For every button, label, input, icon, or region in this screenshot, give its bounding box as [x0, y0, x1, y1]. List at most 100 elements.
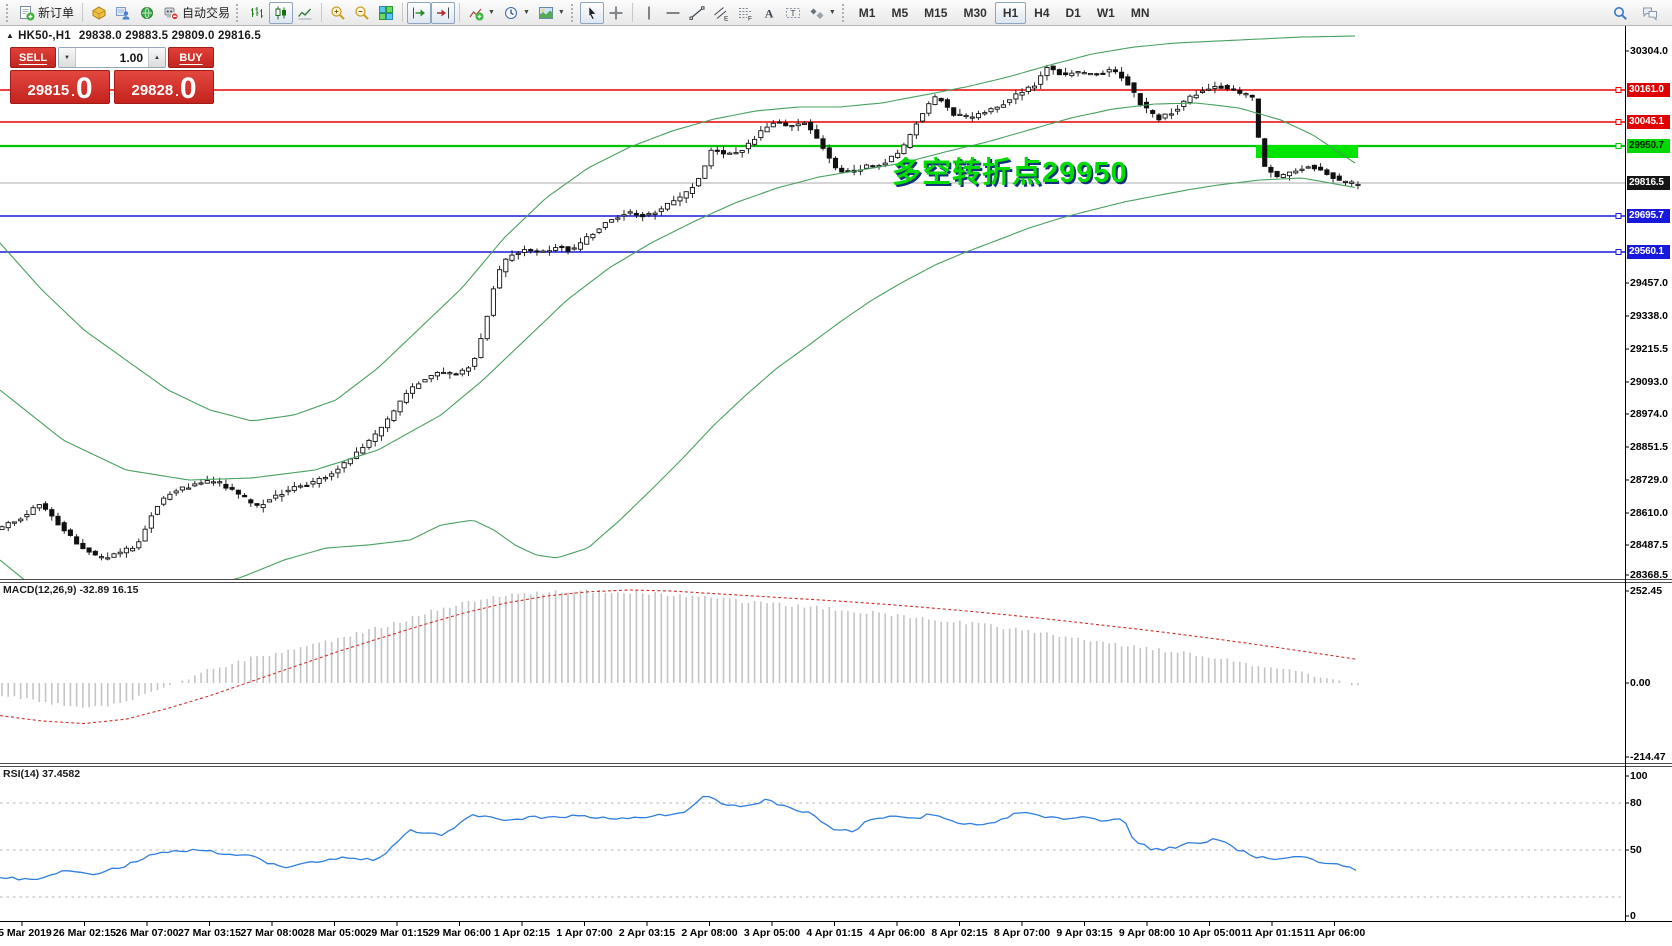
- line-handle[interactable]: [1615, 119, 1622, 125]
- price-axis-tick[interactable]: 30304.0: [1630, 45, 1668, 57]
- rsi-axis-tick[interactable]: 100: [1630, 770, 1648, 782]
- price-tag-29695.7[interactable]: 29695.7: [1627, 209, 1670, 223]
- time-axis-label[interactable]: 26 Mar 02:15: [52, 927, 117, 939]
- time-axis-label[interactable]: 28 Mar 05:00: [302, 927, 367, 939]
- price-axis-tick[interactable]: 29215.5: [1630, 343, 1668, 355]
- price-tag-30161.0[interactable]: 30161.0: [1627, 83, 1670, 97]
- line-handle[interactable]: [1615, 213, 1622, 219]
- price-axis-tick[interactable]: 29093.0: [1630, 376, 1668, 388]
- toolbar-grip[interactable]: [6, 3, 11, 22]
- buy-price-button[interactable]: 29828. 0: [114, 70, 214, 104]
- chat-button[interactable]: [1638, 2, 1662, 24]
- price-axis-tick[interactable]: 28974.0: [1630, 408, 1668, 420]
- time-axis-label[interactable]: 25 Mar 2019: [0, 927, 52, 939]
- rsi-axis-tick[interactable]: 80: [1630, 797, 1642, 809]
- tf-m15-button[interactable]: M15: [916, 2, 955, 24]
- crosshair-button[interactable]: [604, 2, 628, 24]
- price-tag-29816.5[interactable]: 29816.5: [1627, 176, 1670, 190]
- tf-m30-button[interactable]: M30: [955, 2, 994, 24]
- fibonacci-retracement-button[interactable]: F: [733, 2, 757, 24]
- time-axis-label[interactable]: 2 Apr 08:00: [681, 927, 738, 939]
- line-handle[interactable]: [1615, 87, 1622, 93]
- time-axis-label[interactable]: 4 Apr 06:00: [868, 927, 926, 939]
- time-axis-label[interactable]: 29 Mar 06:00: [427, 927, 492, 939]
- rsi-axis-tick[interactable]: 0: [1630, 910, 1636, 922]
- price-axis-tick[interactable]: 29457.0: [1630, 277, 1668, 289]
- toolbar-grip[interactable]: [236, 3, 241, 22]
- toolbar-grip[interactable]: [570, 3, 576, 22]
- zoom-out-button[interactable]: [350, 2, 374, 24]
- price-axis-tick[interactable]: 28610.0: [1630, 507, 1668, 519]
- tf-h1-button[interactable]: H1: [994, 1, 1027, 24]
- time-axis-label[interactable]: 8 Apr 02:15: [931, 927, 988, 939]
- collapse-arrow-icon[interactable]: ▲: [6, 31, 15, 40]
- volume-decrease-button[interactable]: ▼: [59, 48, 76, 67]
- time-axis-label[interactable]: 1 Apr 02:15: [493, 927, 551, 939]
- time-axis-label[interactable]: 9 Apr 08:00: [1118, 927, 1176, 939]
- market-watch-button[interactable]: [87, 2, 111, 24]
- search-button[interactable]: [1608, 2, 1632, 24]
- navigator-button[interactable]: [111, 2, 135, 24]
- time-axis-label[interactable]: 27 Mar 03:15: [177, 927, 242, 939]
- vertical-line-button[interactable]: [637, 2, 661, 24]
- time-axis-label[interactable]: 27 Mar 08:00: [240, 927, 304, 939]
- chart-bars-button[interactable]: [245, 2, 269, 24]
- rsi-pane[interactable]: [0, 795, 1625, 898]
- price-axis-tick[interactable]: 28729.0: [1630, 474, 1668, 486]
- templates-button[interactable]: ▼: [534, 2, 569, 24]
- price-tag-29560.1[interactable]: 29560.1: [1627, 245, 1670, 259]
- time-axis-label[interactable]: 11 Apr 06:00: [1303, 927, 1366, 939]
- terminal-button[interactable]: [135, 2, 159, 24]
- periods-button[interactable]: ▼: [499, 2, 534, 24]
- main-price-pane[interactable]: [0, 35, 1625, 602]
- price-axis-tick[interactable]: 28487.5: [1630, 539, 1668, 551]
- sell-button[interactable]: SELL: [10, 47, 56, 68]
- macd-axis-tick[interactable]: 252.45: [1630, 585, 1663, 597]
- new-order-button[interactable]: 新订单: [15, 2, 78, 24]
- time-axis-label[interactable]: 10 Apr 05:00: [1178, 927, 1241, 939]
- horizontal-line-button[interactable]: [661, 2, 685, 24]
- cursor-button[interactable]: [579, 1, 604, 24]
- highlight-rectangle[interactable]: [1256, 145, 1358, 158]
- text-button[interactable]: A: [757, 2, 781, 24]
- macd-axis-tick[interactable]: -214.47: [1630, 751, 1666, 763]
- chart-window[interactable]: ▲ HK50-,H1 29838.0 29883.5 29809.0 29816.5…: [0, 26, 1672, 946]
- time-axis-label[interactable]: 8 Apr 07:00: [993, 927, 1051, 939]
- auto-scroll-button[interactable]: [407, 1, 432, 24]
- price-tag-29950.7[interactable]: 29950.7: [1627, 139, 1670, 153]
- arrows-button[interactable]: ▼: [805, 2, 840, 24]
- chart-canvas[interactable]: [0, 26, 1672, 946]
- tf-w1-button[interactable]: W1: [1089, 2, 1123, 24]
- time-axis-label[interactable]: 9 Apr 03:15: [1056, 927, 1113, 939]
- time-axis-label[interactable]: 2 Apr 03:15: [618, 927, 676, 939]
- time-axis-label[interactable]: 29 Mar 01:15: [365, 927, 429, 939]
- tf-m1-button[interactable]: M1: [851, 2, 884, 24]
- autotrading-button[interactable]: 自动交易: [159, 2, 234, 24]
- time-axis-label[interactable]: 1 Apr 07:00: [556, 927, 613, 939]
- time-axis-label[interactable]: 3 Apr 05:00: [743, 927, 801, 939]
- line-handle[interactable]: [1615, 143, 1622, 149]
- line-handle[interactable]: [1615, 249, 1622, 255]
- volume-increase-button[interactable]: ▲: [148, 48, 165, 67]
- volume-value[interactable]: 1.00: [119, 51, 143, 65]
- time-axis-label[interactable]: 11 Apr 01:15: [1241, 927, 1303, 939]
- text-label-button[interactable]: T: [781, 2, 805, 24]
- tile-windows-button[interactable]: [374, 2, 398, 24]
- indicators-list-button[interactable]: ▼: [464, 2, 499, 24]
- price-axis-tick[interactable]: 28851.5: [1630, 441, 1668, 453]
- buy-button[interactable]: BUY: [168, 47, 214, 68]
- trendline-button[interactable]: [685, 2, 709, 24]
- price-axis-tick[interactable]: 29338.0: [1630, 310, 1668, 322]
- tf-d1-button[interactable]: D1: [1058, 2, 1089, 24]
- toolbar-grip[interactable]: [841, 3, 847, 22]
- zoom-in-button[interactable]: [326, 2, 350, 24]
- price-tag-30045.1[interactable]: 30045.1: [1627, 115, 1670, 129]
- chart-shift-button[interactable]: [431, 1, 456, 24]
- equidistant-channel-button[interactable]: E: [709, 2, 733, 24]
- price-axis-tick[interactable]: 28368.5: [1630, 569, 1668, 581]
- macd-pane[interactable]: [0, 589, 1359, 725]
- sell-price-button[interactable]: 29815. 0: [10, 70, 110, 104]
- tf-h4-button[interactable]: H4: [1026, 2, 1057, 24]
- tf-m5-button[interactable]: M5: [883, 2, 916, 24]
- rsi-axis-tick[interactable]: 50: [1630, 844, 1642, 856]
